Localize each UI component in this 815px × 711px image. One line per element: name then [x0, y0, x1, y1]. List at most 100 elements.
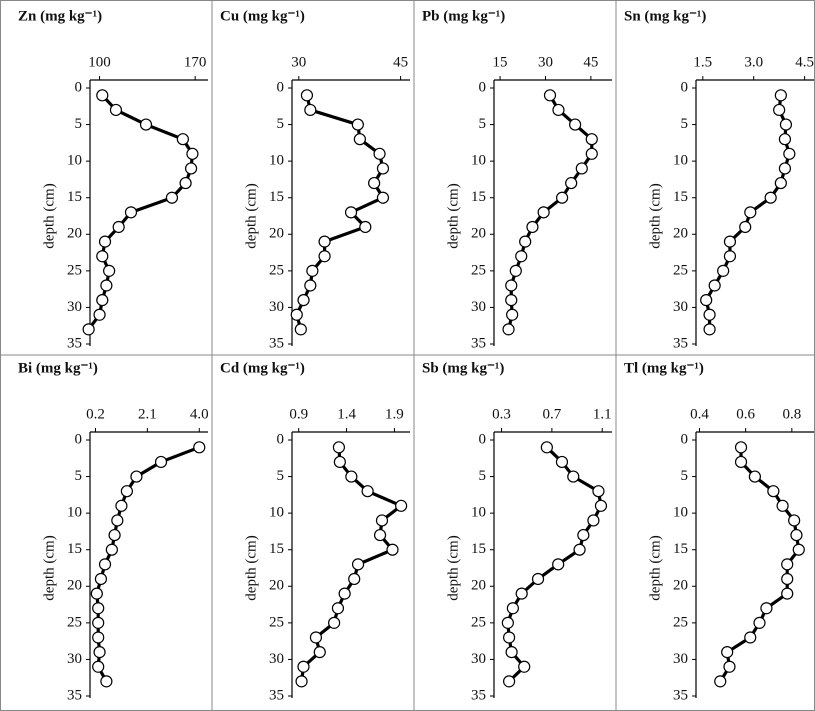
- y-tick-label: 10: [269, 153, 284, 169]
- data-point: [304, 103, 317, 117]
- y-tick-label: 25: [673, 614, 688, 630]
- y-tick-label: 0: [75, 79, 83, 95]
- data-point: [723, 250, 737, 263]
- y-tick-label: 30: [269, 299, 284, 315]
- data-point: [594, 499, 608, 512]
- data-point: [585, 133, 598, 146]
- data-point: [294, 323, 307, 336]
- data-point: [505, 294, 518, 307]
- y-tick-label: 20: [471, 578, 486, 594]
- data-point: [721, 646, 734, 659]
- data-point: [154, 455, 168, 469]
- x-tick-label: 0.3: [492, 406, 511, 422]
- data-point: [93, 646, 106, 659]
- profile-line: [506, 94, 594, 330]
- data-point: [748, 470, 761, 483]
- panel-title: Zn (mg kg⁻¹): [18, 8, 102, 24]
- y-tick-label: 35: [471, 687, 486, 703]
- data-point: [331, 602, 345, 615]
- data-point: [318, 235, 331, 248]
- data-point: [537, 206, 550, 219]
- data-point: [565, 176, 578, 190]
- data-point: [585, 147, 598, 160]
- data-point: [767, 485, 780, 498]
- y-tick-label: 15: [673, 541, 688, 557]
- x-tick-label: 1.1: [593, 406, 612, 422]
- data-point: [328, 616, 341, 629]
- data-point: [96, 294, 109, 307]
- data-point: [783, 147, 796, 160]
- data-point: [575, 162, 588, 175]
- panel-title: Pb (mg kg⁻¹): [422, 8, 505, 24]
- x-tick-label: 45: [393, 54, 408, 70]
- y-tick-label: 25: [471, 262, 486, 278]
- data-point: [300, 89, 314, 102]
- data-point: [103, 264, 116, 277]
- data-point: [744, 206, 757, 219]
- data-point: [503, 631, 516, 644]
- y-tick-label: 5: [479, 468, 487, 484]
- data-point: [184, 162, 198, 175]
- data-point: [98, 558, 112, 571]
- data-point: [700, 294, 713, 307]
- data-point: [744, 631, 757, 644]
- data-point: [760, 602, 773, 615]
- panel-title: Cu (mg kg⁻¹): [220, 8, 305, 24]
- data-point: [573, 543, 586, 556]
- x-tick-label: 170: [184, 54, 207, 70]
- y-tick-label: 20: [67, 578, 82, 594]
- y-tick-label: 25: [471, 614, 486, 630]
- data-point: [501, 616, 514, 629]
- y-tick-label: 35: [67, 687, 82, 703]
- data-point: [774, 176, 787, 190]
- y-tick-label: 10: [67, 153, 82, 169]
- data-point: [703, 308, 716, 321]
- y-tick-label: 35: [269, 687, 284, 703]
- data-point: [515, 250, 528, 263]
- data-point: [703, 323, 716, 336]
- data-point: [708, 279, 721, 292]
- data-point: [351, 558, 365, 571]
- data-point: [179, 176, 192, 190]
- y-tick-label: 20: [471, 226, 486, 242]
- data-point: [186, 147, 199, 160]
- data-point: [505, 646, 518, 659]
- x-tick-label: 1.9: [385, 406, 404, 422]
- y-tick-label: 5: [277, 468, 285, 484]
- data-point: [552, 103, 565, 117]
- x-tick-label: 1.4: [337, 406, 356, 422]
- profile-line: [295, 94, 386, 330]
- data-point: [781, 558, 794, 571]
- data-point: [309, 631, 323, 644]
- y-tick-label: 5: [681, 468, 689, 484]
- panel-title: Tl (mg kg⁻¹): [624, 360, 704, 376]
- data-point: [592, 485, 605, 498]
- data-point: [502, 323, 515, 336]
- data-point: [100, 279, 113, 292]
- y-tick-label: 30: [471, 299, 486, 315]
- data-point: [515, 587, 528, 600]
- y-tick-label: 35: [673, 687, 688, 703]
- y-tick-label: 0: [681, 431, 689, 447]
- y-tick-label: 25: [673, 262, 688, 278]
- data-point: [92, 616, 105, 629]
- data-point: [332, 441, 346, 454]
- profile-line: [95, 445, 200, 683]
- y-axis-label: depth (cm): [41, 535, 57, 600]
- y-tick-label: 20: [269, 578, 284, 594]
- y-tick-label: 15: [471, 541, 486, 557]
- data-point: [552, 558, 565, 571]
- y-tick-label: 0: [277, 431, 285, 447]
- data-point: [359, 220, 372, 234]
- data-point: [734, 455, 748, 469]
- y-tick-label: 20: [269, 226, 284, 242]
- y-tick-label: 25: [67, 614, 82, 630]
- data-point: [723, 235, 737, 248]
- data-point: [723, 660, 736, 673]
- x-tick-label: 30: [538, 54, 553, 70]
- x-tick-label: 3.0: [744, 54, 763, 70]
- panel-title: Sb (mg kg⁻¹): [422, 360, 504, 376]
- data-point: [368, 176, 381, 190]
- data-point: [297, 294, 310, 307]
